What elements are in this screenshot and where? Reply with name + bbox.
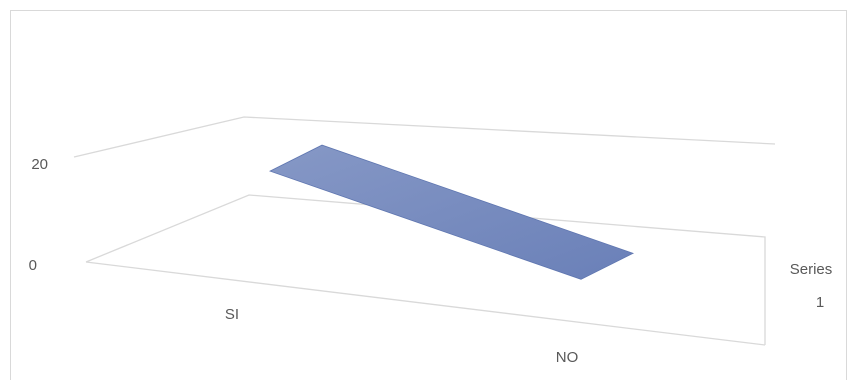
series-layer <box>268 144 635 280</box>
series-axis-label-line2: 1 <box>816 294 824 311</box>
chart-area <box>10 10 847 380</box>
series-axis-label-line1: Series <box>790 261 833 278</box>
y-tick-label-0: 0 <box>29 257 37 274</box>
x-category-label-no: NO <box>556 349 579 366</box>
gridline-20 <box>73 116 776 158</box>
gridlines <box>73 116 776 158</box>
y-tick-label-20: 20 <box>31 156 48 173</box>
x-category-label-si: SI <box>225 306 239 323</box>
series-1-area-ribbon <box>268 144 635 280</box>
floor-front-edge <box>85 261 766 346</box>
